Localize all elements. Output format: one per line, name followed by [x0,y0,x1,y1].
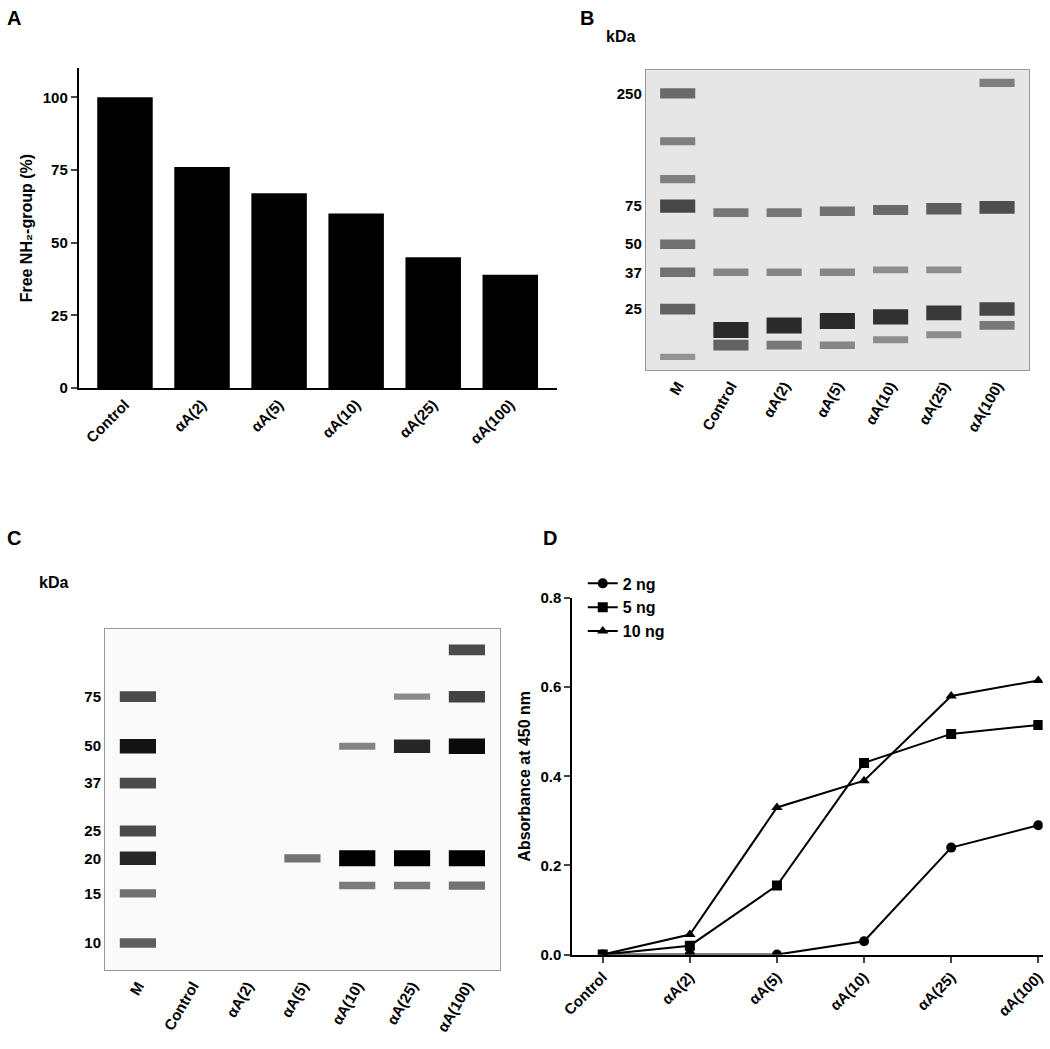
svg-text:αA(5): αA(5) [745,968,784,1007]
svg-text:0.8: 0.8 [540,589,561,606]
svg-text:kDa: kDa [39,574,68,591]
svg-text:25: 25 [84,822,101,839]
svg-text:M: M [666,379,687,398]
svg-text:C: C [7,527,21,549]
svg-text:Control: Control [699,379,740,434]
svg-text:αA(2): αA(2) [170,396,209,435]
svg-text:M: M [126,979,147,998]
svg-text:10: 10 [84,934,101,951]
svg-text:75: 75 [51,161,68,178]
svg-text:αA(10): αA(10) [862,379,900,428]
svg-text:75: 75 [84,688,101,705]
svg-text:αA(10): αA(10) [319,396,364,441]
svg-text:kDa: kDa [606,28,635,45]
svg-text:Free NH₂-group (%): Free NH₂-group (%) [18,154,35,302]
svg-text:αA(5): αA(5) [247,396,286,435]
svg-text:37: 37 [84,774,101,791]
svg-text:50: 50 [84,737,101,754]
svg-text:0.4: 0.4 [540,768,562,785]
svg-text:25: 25 [51,307,68,324]
svg-text:αA(100): αA(100) [995,968,1046,1019]
svg-text:αA(2): αA(2) [759,379,793,421]
svg-text:αA(2): αA(2) [223,979,257,1021]
svg-text:Control: Control [560,968,610,1018]
svg-text:0.0: 0.0 [540,946,561,963]
svg-text:αA(100): αA(100) [467,396,518,447]
svg-text:37: 37 [625,264,642,281]
svg-text:10 ng: 10 ng [623,623,665,640]
svg-text:αA(25): αA(25) [396,396,441,441]
svg-text:αA(100): αA(100) [434,979,476,1035]
svg-text:100: 100 [43,89,68,106]
svg-text:αA(100): αA(100) [964,379,1006,435]
svg-text:250: 250 [617,85,642,102]
svg-text:αA(10): αA(10) [826,968,871,1013]
svg-text:0.2: 0.2 [540,857,561,874]
svg-text:αA(25): αA(25) [914,968,959,1013]
svg-text:75: 75 [625,197,642,214]
svg-text:αA(25): αA(25) [383,979,421,1028]
svg-text:αA(10): αA(10) [328,979,366,1028]
svg-text:5 ng: 5 ng [623,599,656,616]
svg-text:B: B [580,7,594,29]
svg-text:20: 20 [84,850,101,867]
svg-text:2 ng: 2 ng [623,576,656,593]
svg-text:15: 15 [84,885,101,902]
svg-text:50: 50 [625,235,642,252]
svg-text:αA(25): αA(25) [915,379,953,428]
svg-text:Control: Control [160,979,201,1034]
svg-text:0.6: 0.6 [540,678,561,695]
svg-text:Control: Control [83,396,133,446]
svg-text:Absorbance at 450 nm: Absorbance at 450 nm [516,691,533,862]
svg-text:αA(5): αA(5) [813,379,847,421]
svg-text:25: 25 [625,300,642,317]
svg-text:50: 50 [51,234,68,251]
svg-text:0: 0 [59,379,67,396]
svg-text:αA(2): αA(2) [658,968,697,1007]
svg-text:D: D [543,527,557,549]
svg-text:A: A [7,7,21,29]
svg-text:αA(5): αA(5) [278,979,312,1021]
